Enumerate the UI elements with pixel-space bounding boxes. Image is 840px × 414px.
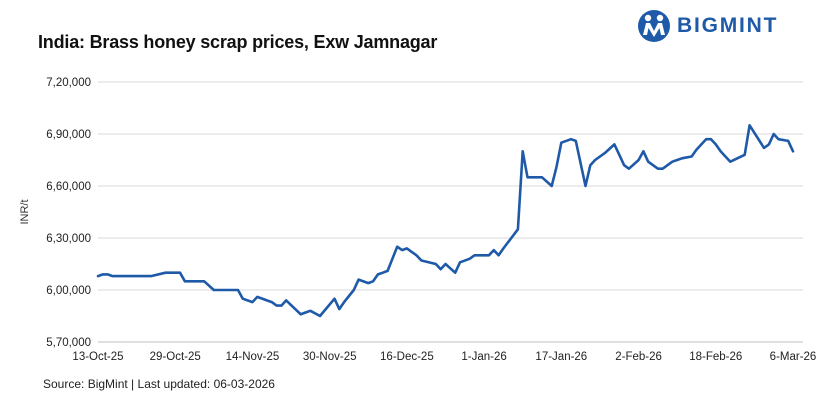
brand-logo: BIGMINT [637,8,778,44]
x-tick-label: 18-Feb-26 [689,351,742,363]
brand-name: BIGMINT [677,14,779,37]
y-tick-label: 6,30,000 [46,233,91,245]
x-tick-label: 30-Nov-25 [303,351,357,363]
x-tick-label: 29-Oct-25 [150,351,201,363]
y-tick-label: 6,00,000 [46,285,91,297]
x-tick-label: 16-Dec-25 [380,351,434,363]
x-tick-label: 14-Nov-25 [226,351,280,363]
y-tick-label: 5,70,000 [46,337,91,349]
source-text: Source: BigMint [43,377,128,391]
x-tick-label: 17-Jan-26 [535,351,587,363]
price-series-line [96,124,795,318]
y-tick-label: 7,20,000 [46,77,91,89]
x-tick-label: 2-Feb-26 [615,351,662,363]
x-tick-label: 13-Oct-25 [72,351,123,363]
last-updated-text: Last updated: 06-03-2026 [137,377,275,391]
y-tick-label: 6,60,000 [46,181,91,193]
bigmint-logo-icon [638,10,670,42]
chart-title: India: Brass honey scrap prices, Exw Jam… [38,32,438,52]
x-tick-label: 6-Mar-26 [770,351,817,363]
source-note: Source: BigMint | Last updated: 06-03-20… [43,377,275,391]
x-tick-label: 1-Jan-26 [461,351,506,363]
source-separator: | [131,377,135,391]
y-axis-label: INR/t [19,199,31,224]
y-tick-label: 6,90,000 [46,129,91,141]
